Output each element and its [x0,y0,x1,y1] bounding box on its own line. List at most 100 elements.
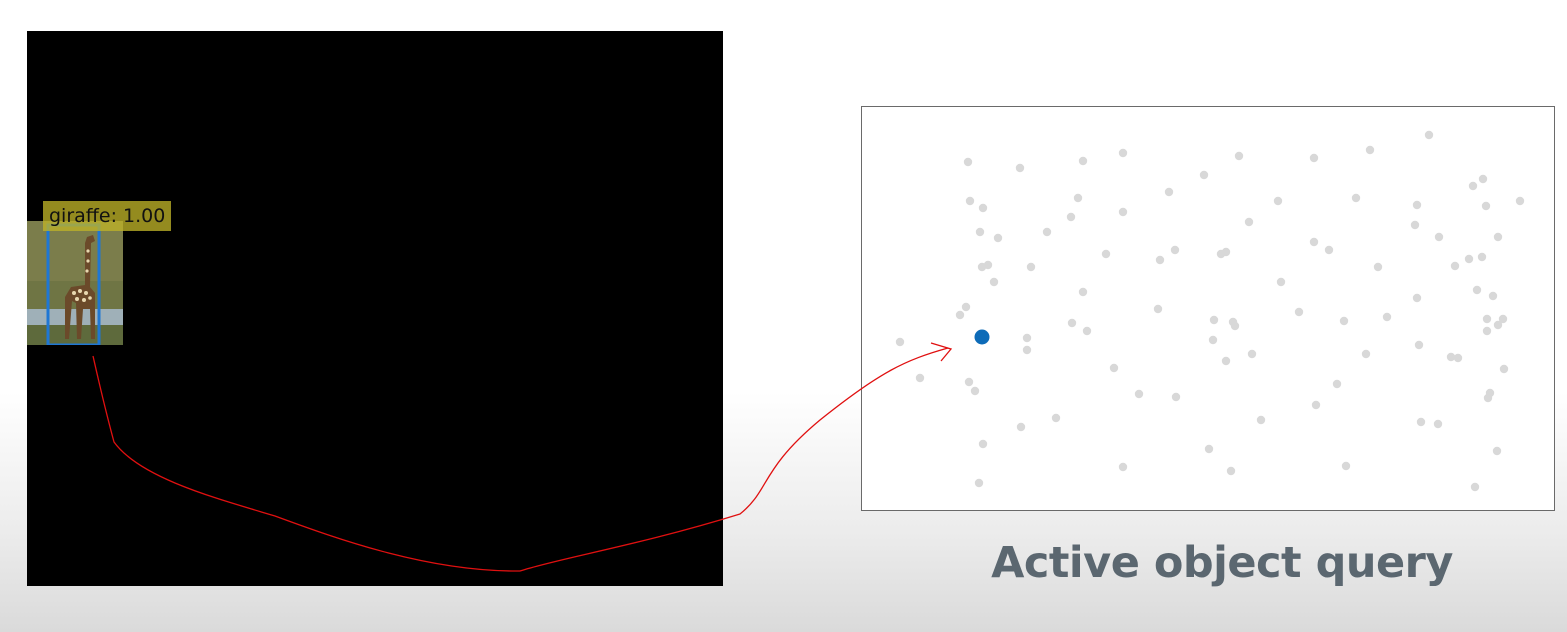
inactive-query-dot [1450,261,1460,271]
inactive-query-dot [961,302,971,312]
inactive-query-dot [1022,333,1032,343]
inactive-query-dot [1078,156,1088,166]
inactive-query-dot [974,478,984,488]
inactive-query-dot [1481,201,1491,211]
inactive-query-dot [1273,196,1283,206]
inactive-query-dot [1446,352,1456,362]
inactive-query-dot [1067,318,1077,328]
inactive-query-dot [1434,232,1444,242]
inactive-query-dot [1204,444,1214,454]
inactive-query-dot [1433,419,1443,429]
inactive-query-dot [978,439,988,449]
inactive-query-dot [965,196,975,206]
inactive-query-dot [1493,232,1503,242]
inactive-query-dot [1234,151,1244,161]
inactive-query-dot [1382,312,1392,322]
object-query-panel [861,106,1555,511]
inactive-query-dot [1118,462,1128,472]
inactive-query-dot [1256,415,1266,425]
inactive-query-dot [989,277,999,287]
inactive-query-dot [1221,356,1231,366]
inactive-query-dot [1498,314,1508,324]
inactive-query-dot [1247,349,1257,359]
inactive-query-dot [970,386,980,396]
inactive-query-dot [895,337,905,347]
giraffe-photo-crop [27,221,123,345]
inactive-query-dot [1171,392,1181,402]
inactive-query-dot [1026,262,1036,272]
inactive-query-dot [993,233,1003,243]
inactive-query-dot [1351,193,1361,203]
inactive-query-dot [1478,174,1488,184]
inactive-query-dot [1155,255,1165,265]
inactive-query-dot [1493,320,1503,330]
inactive-query-dot [1515,196,1525,206]
inactive-query-dot [1470,482,1480,492]
inactive-query-dot [1118,207,1128,217]
inactive-query-dot [1226,466,1236,476]
inactive-query-dot [1341,461,1351,471]
inactive-query-dot [1361,349,1371,359]
inactive-query-dot [1309,153,1319,163]
inactive-query-dot [1414,340,1424,350]
bounding-box [46,223,101,345]
inactive-query-dot [963,157,973,167]
inactive-query-dot [1015,163,1025,173]
inactive-query-dot [1221,247,1231,257]
detection-image-panel: giraffe: 1.00 [27,31,723,586]
inactive-query-dot [1042,227,1052,237]
active-query-dot [974,329,990,345]
inactive-query-dot [1492,446,1502,456]
inactive-query-dot [1170,245,1180,255]
inactive-query-dot [983,260,993,270]
query-dots-plot [895,130,1525,492]
inactive-query-dot [1339,316,1349,326]
giraffe-image [27,221,123,345]
inactive-query-dot [1416,417,1426,427]
inactive-query-dot [964,377,974,387]
inactive-query-dot [1230,321,1240,331]
inactive-query-dot [1483,393,1493,403]
inactive-query-dot [1164,187,1174,197]
inactive-query-dot [1118,148,1128,158]
inactive-query-dot [1468,181,1478,191]
inactive-query-dot [1453,353,1463,363]
inactive-query-dot [1324,245,1334,255]
inactive-query-dot [1134,389,1144,399]
inactive-query-dot [1276,277,1286,287]
inactive-query-dot [1153,304,1163,314]
inactive-query-dot [1410,220,1420,230]
inactive-query-dot [1365,145,1375,155]
inactive-query-dot [1332,379,1342,389]
inactive-query-dot [1078,287,1088,297]
detection-label: giraffe: 1.00 [43,201,172,231]
inactive-query-dot [1066,212,1076,222]
inactive-query-dot [1482,314,1492,324]
inactive-query-dot [1082,326,1092,336]
inactive-query-dot [1209,315,1219,325]
inactive-query-dot [1373,262,1383,272]
inactive-query-dot [1199,170,1209,180]
inactive-query-dot [1022,345,1032,355]
inactive-query-dot [1482,326,1492,336]
inactive-query-dot [1294,307,1304,317]
inactive-query-dot [1244,217,1254,227]
inactive-query-dot [1311,400,1321,410]
inactive-query-dot [1477,252,1487,262]
inactive-query-dot [955,310,965,320]
inactive-query-dot [978,203,988,213]
panel-caption: Active object query [991,538,1453,588]
inactive-query-dot [1412,293,1422,303]
inactive-query-dot [1472,285,1482,295]
inactive-query-dot [1101,249,1111,259]
inactive-query-dot [1499,364,1509,374]
inactive-query-dot [1208,335,1218,345]
inactive-query-dot [1464,254,1474,264]
inactive-query-dot [1309,237,1319,247]
inactive-query-dot [915,373,925,383]
inactive-query-dot [1016,422,1026,432]
inactive-query-dot [975,227,985,237]
inactive-query-dot [1424,130,1434,140]
inactive-query-dot [1488,291,1498,301]
inactive-query-dot [1109,363,1119,373]
